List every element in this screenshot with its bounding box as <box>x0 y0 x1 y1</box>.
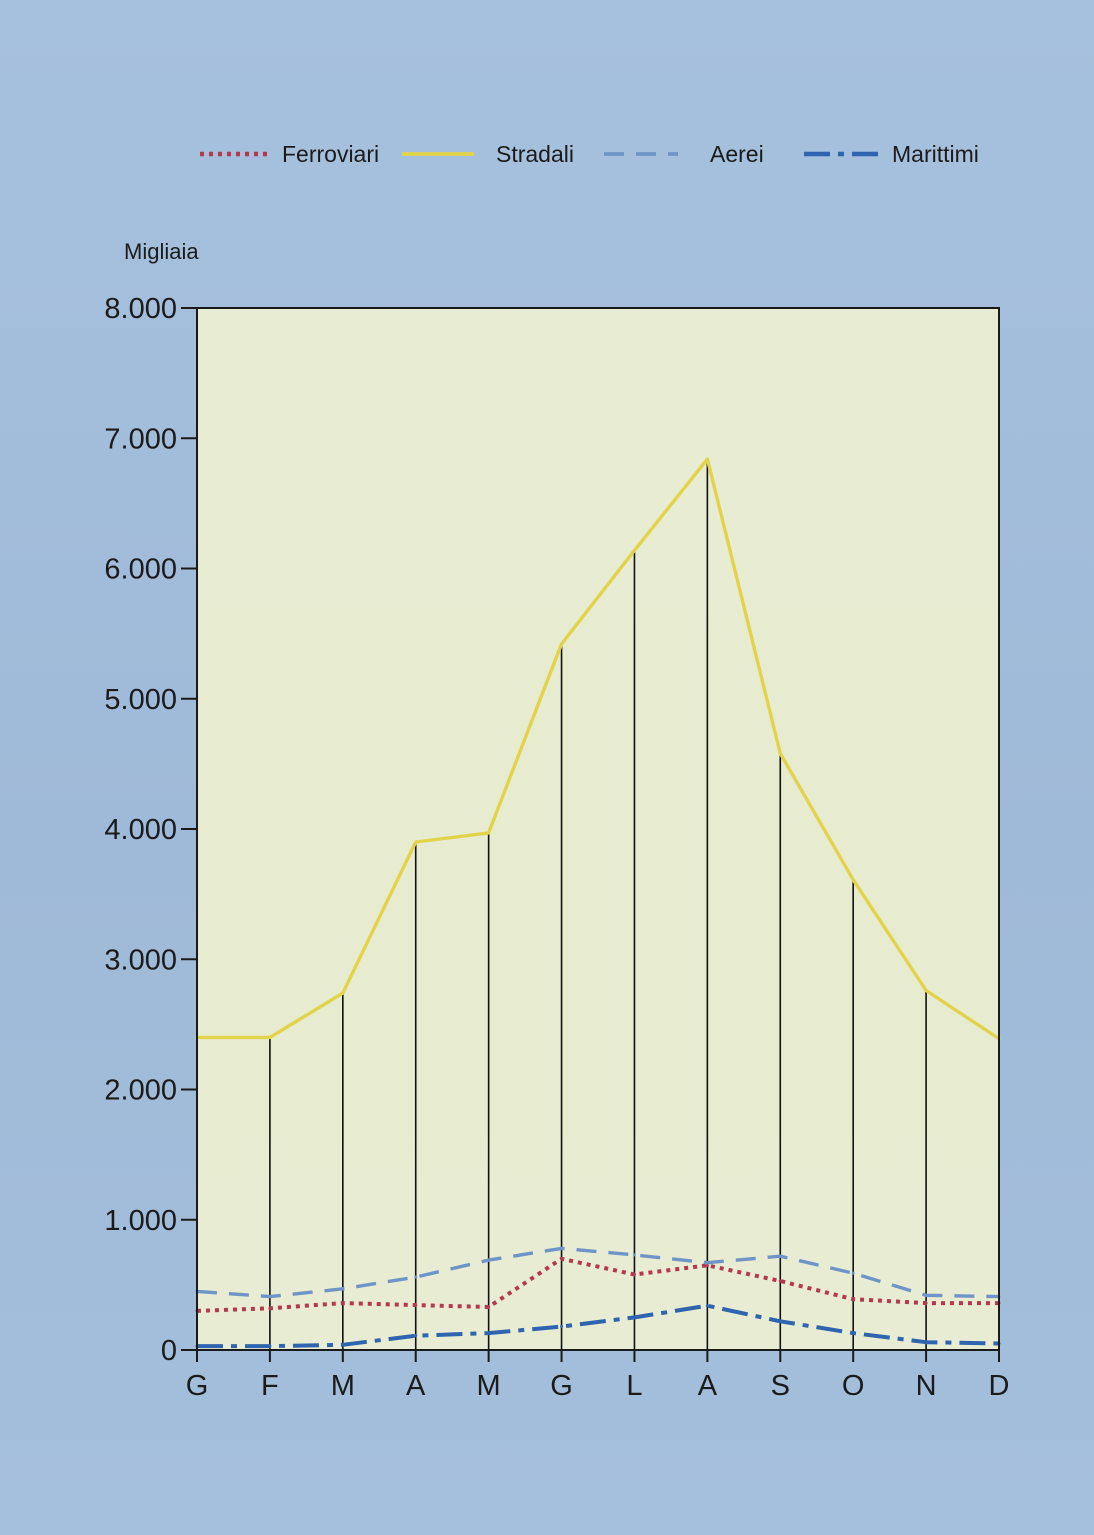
y-tick-label: 4.000 <box>104 814 177 846</box>
x-tick-label: M <box>477 1370 501 1402</box>
data-point-ferroviari <box>341 1301 345 1305</box>
series-line-aerei <box>196 1246 1000 1299</box>
data-point-ferroviari <box>632 1272 636 1276</box>
data-point-stradali <box>924 989 928 993</box>
series-line-ferroviari <box>196 1256 999 1313</box>
data-point-aerei <box>632 1253 636 1257</box>
data-point-marittimi <box>268 1344 272 1348</box>
data-point-ferroviari <box>705 1263 709 1267</box>
legend-label-ferroviari: Ferroviari <box>282 141 379 167</box>
x-tick-label: O <box>842 1370 865 1402</box>
y-tick-label: 7.000 <box>104 423 177 455</box>
series-line-marittimi <box>197 1303 1000 1349</box>
x-tick-label: G <box>550 1370 573 1402</box>
legend-label-aerei: Aerei <box>710 141 764 167</box>
data-point-marittimi <box>341 1343 345 1347</box>
y-tick-label: 0 <box>161 1335 177 1367</box>
data-point-stradali <box>268 1035 272 1039</box>
data-point-aerei <box>924 1293 928 1297</box>
data-point-stradali <box>487 831 491 835</box>
y-tick-label: 5.000 <box>104 684 177 716</box>
data-point-stradali <box>414 840 418 844</box>
x-tick-label: A <box>698 1370 718 1402</box>
data-point-ferroviari <box>487 1305 491 1309</box>
data-point-ferroviari <box>851 1297 855 1301</box>
data-point-stradali <box>341 991 345 995</box>
series-line-stradali <box>197 457 1000 1041</box>
y-tick-label: 1.000 <box>104 1205 177 1237</box>
y-tick-label: 2.000 <box>104 1075 177 1107</box>
legend-label-marittimi: Marittimi <box>892 141 979 167</box>
y-tick-label: 3.000 <box>104 944 177 976</box>
plot-background <box>197 308 999 1350</box>
data-point-aerei <box>705 1261 709 1265</box>
data-point-ferroviari <box>268 1306 272 1310</box>
data-point-aerei <box>341 1287 345 1291</box>
data-point-aerei <box>414 1275 418 1279</box>
data-point-marittimi <box>705 1304 709 1308</box>
x-tick-label: F <box>261 1370 279 1402</box>
y-axis-label: Migliaia <box>124 239 199 264</box>
x-tick-label: M <box>331 1370 355 1402</box>
data-point-aerei <box>851 1271 855 1275</box>
x-tick-label: G <box>186 1370 209 1402</box>
data-point-ferroviari <box>560 1257 564 1261</box>
data-point-marittimi <box>851 1331 855 1335</box>
y-tick-label: 6.000 <box>104 554 177 586</box>
data-point-ferroviari <box>924 1301 928 1305</box>
x-tick-label: N <box>916 1370 937 1402</box>
data-point-stradali <box>851 878 855 882</box>
data-point-ferroviari <box>414 1303 418 1307</box>
data-point-marittimi <box>560 1325 564 1329</box>
data-point-aerei <box>778 1254 782 1258</box>
data-point-marittimi <box>924 1340 928 1344</box>
data-point-stradali <box>705 457 709 461</box>
data-point-aerei <box>560 1246 564 1250</box>
data-point-stradali <box>778 751 782 755</box>
x-tick-label: S <box>771 1370 790 1402</box>
x-tick-label: L <box>626 1370 642 1402</box>
data-point-aerei <box>487 1258 491 1262</box>
y-tick-label: 8.000 <box>104 293 177 325</box>
x-tick-label: D <box>989 1370 1010 1402</box>
data-point-marittimi <box>414 1334 418 1338</box>
legend-label-stradali: Stradali <box>496 141 574 167</box>
data-point-marittimi <box>632 1315 636 1319</box>
data-point-ferroviari <box>778 1279 782 1283</box>
x-tick-label: A <box>406 1370 426 1402</box>
data-point-marittimi <box>487 1331 491 1335</box>
data-point-marittimi <box>778 1319 782 1323</box>
data-point-aerei <box>268 1295 272 1299</box>
data-point-stradali <box>560 642 564 646</box>
data-point-stradali <box>632 548 636 552</box>
